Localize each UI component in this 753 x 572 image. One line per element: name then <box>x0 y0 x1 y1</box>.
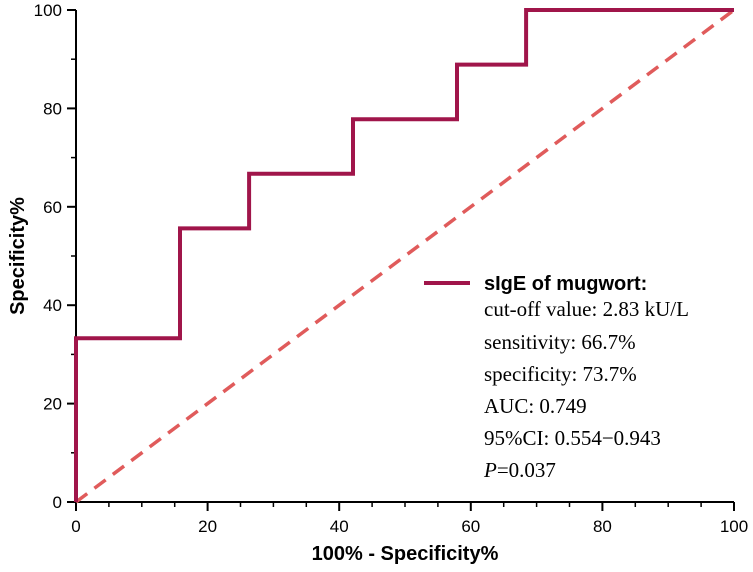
legend-p-value: =0.037 <box>497 458 556 482</box>
legend-auc: AUC: 0.749 <box>484 394 587 418</box>
x-tick-label: 60 <box>461 517 480 536</box>
y-tick-label: 60 <box>43 198 62 217</box>
tick-labels: 0 20 40 60 80 100 0 20 40 60 80 100 <box>34 1 749 536</box>
legend-sensitivity: sensitivity: 66.7% <box>484 330 636 354</box>
x-tick-label: 80 <box>593 517 612 536</box>
legend: sIgE of mugwort: cut-off value: 2.83 kU/… <box>424 273 689 482</box>
y-tick-label: 100 <box>34 1 62 20</box>
series-group <box>74 8 736 504</box>
legend-ci: 95%CI: 0.554−0.943 <box>484 426 661 450</box>
x-tick-label: 100 <box>720 517 748 536</box>
y-tick-label: 20 <box>43 395 62 414</box>
y-axis-label: Specificity% <box>7 197 29 315</box>
ticks <box>67 9 735 511</box>
roc-curve-line <box>74 8 734 502</box>
y-tick-label: 80 <box>43 99 62 118</box>
x-tick-label: 40 <box>330 517 349 536</box>
x-tick-label: 0 <box>71 517 80 536</box>
x-tick-label: 20 <box>198 517 217 536</box>
legend-p-label: P <box>483 458 497 482</box>
y-tick-label: 40 <box>43 296 62 315</box>
legend-title: sIgE of mugwort: <box>484 273 647 295</box>
legend-specificity: specificity: 73.7% <box>484 362 637 386</box>
x-axis-label: 100% - Specificity% <box>312 543 499 565</box>
y-tick-label: 0 <box>53 493 62 512</box>
legend-p: P=0.037 <box>483 458 556 482</box>
legend-cutoff: cut-off value: 2.83 kU/L <box>484 297 689 321</box>
